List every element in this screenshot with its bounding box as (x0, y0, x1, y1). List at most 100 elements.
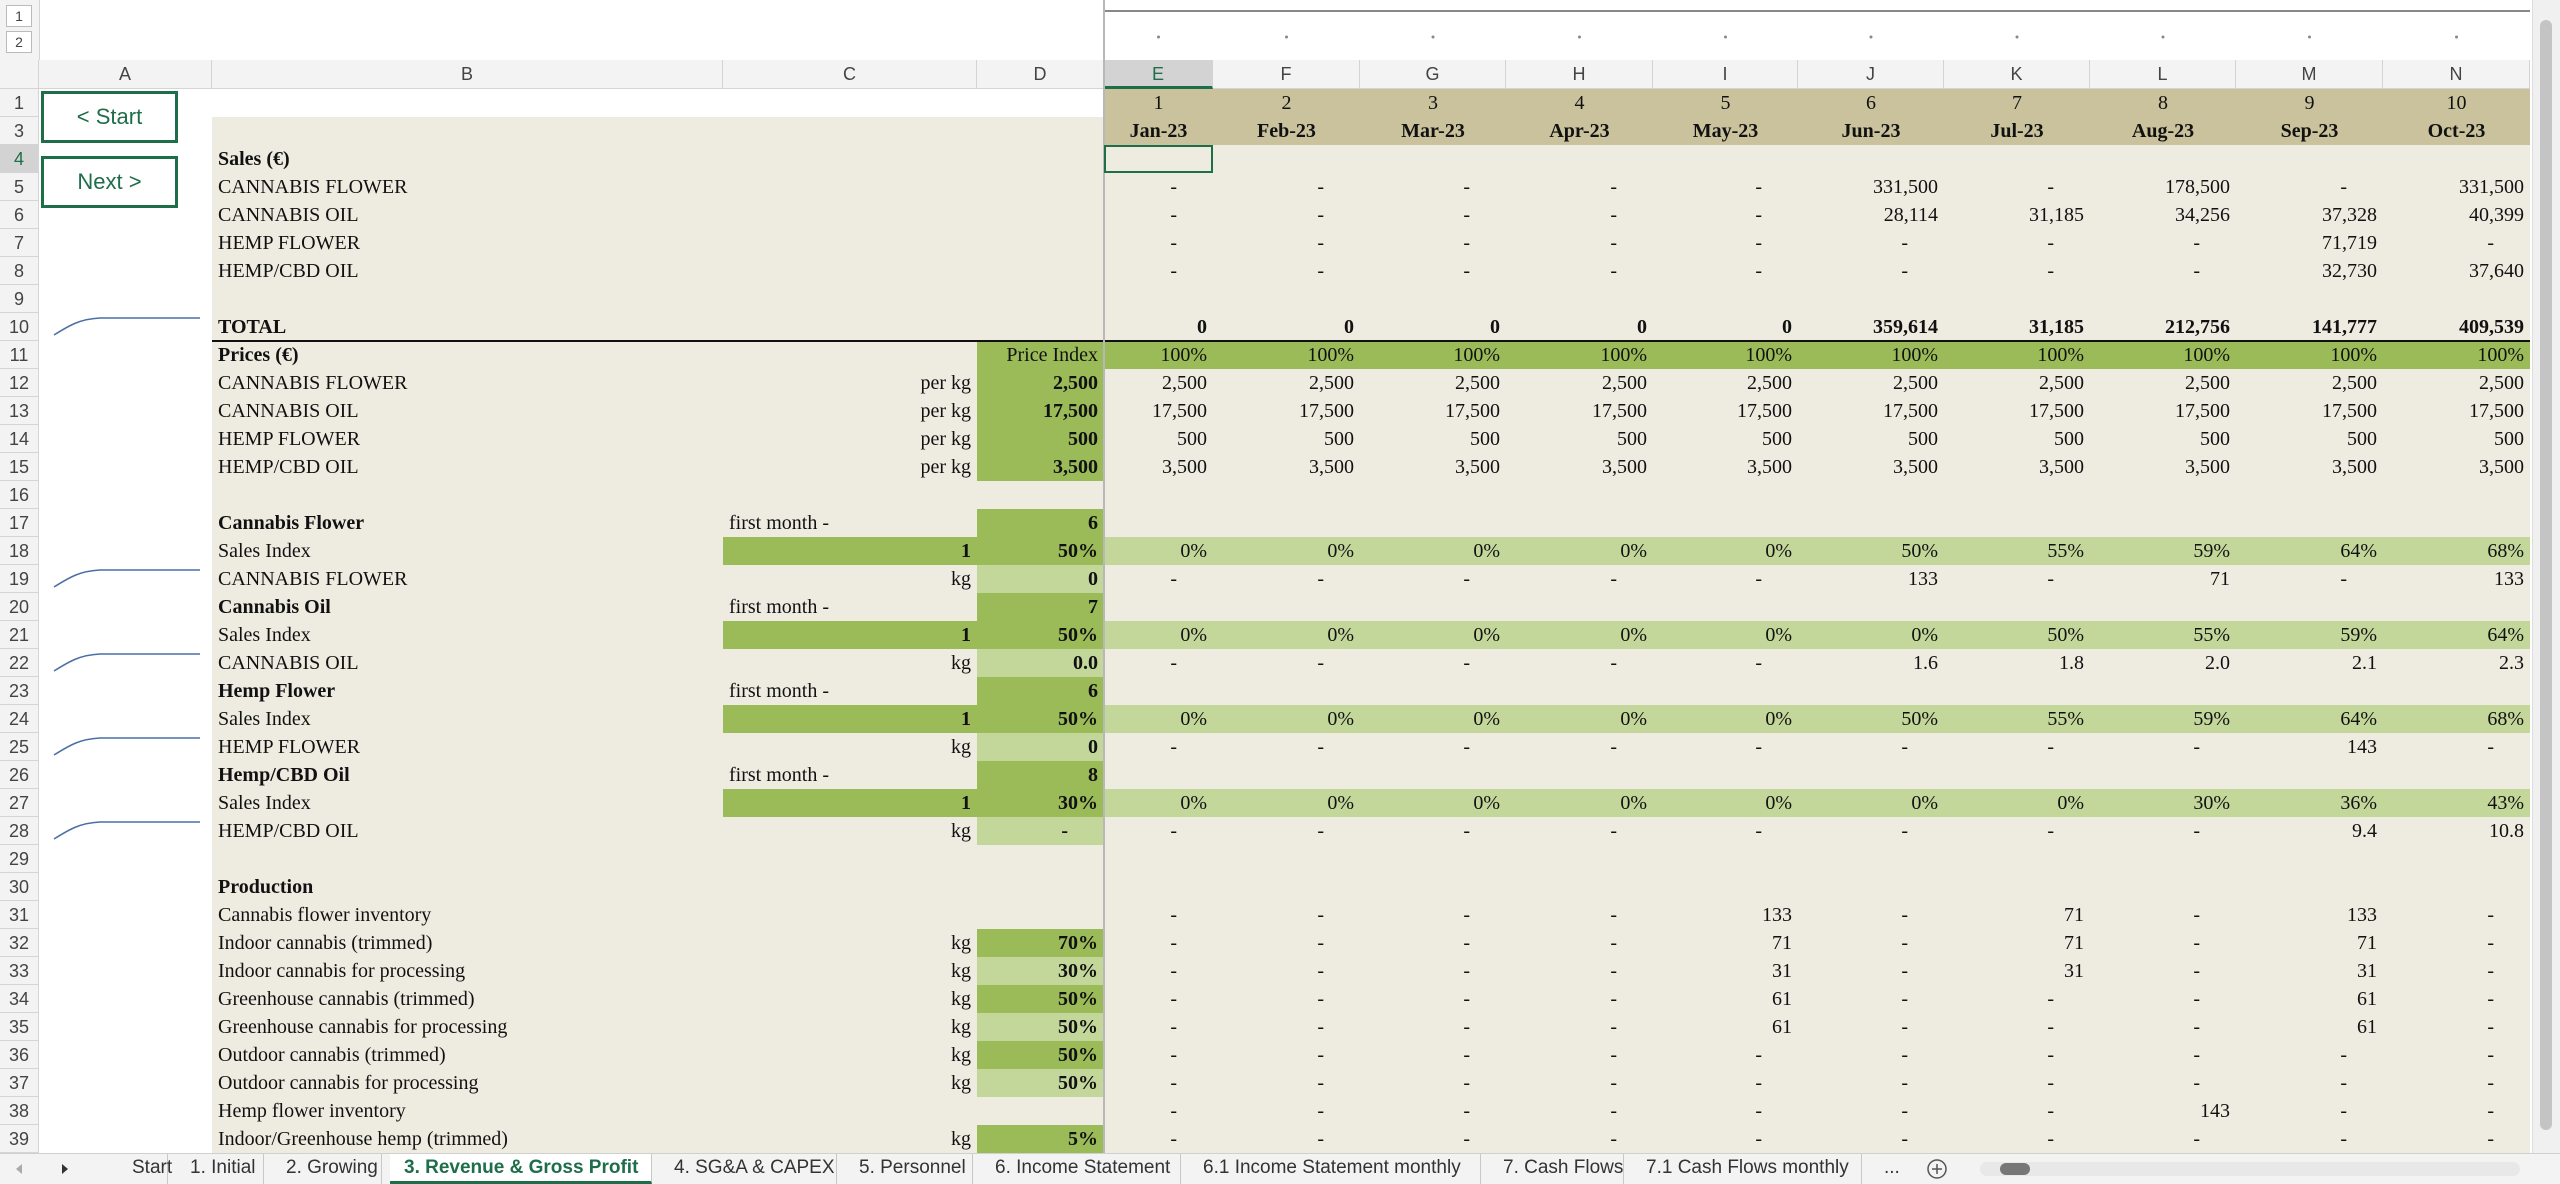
row-header[interactable]: 21 (0, 621, 39, 649)
cell-text[interactable]: - (1360, 173, 1506, 201)
cell[interactable] (723, 341, 977, 369)
cell-text[interactable]: CANNABIS FLOWER (212, 369, 723, 397)
cell[interactable] (1104, 761, 1213, 789)
cell[interactable] (2236, 873, 2383, 901)
cell[interactable] (212, 117, 723, 145)
cell[interactable] (1104, 145, 1213, 173)
row-header[interactable]: 17 (0, 509, 39, 537)
cell-text[interactable]: - (1506, 957, 1653, 985)
cell-text[interactable]: 0% (1653, 789, 1798, 817)
cell-text[interactable]: - (1798, 733, 1944, 761)
cell-text[interactable]: 50% (977, 1041, 1104, 1069)
cell[interactable] (723, 229, 977, 257)
cell-text[interactable]: 50% (1798, 537, 1944, 565)
cell[interactable] (1798, 145, 1944, 173)
row-header[interactable]: 7 (0, 229, 39, 257)
row-header[interactable]: 29 (0, 845, 39, 873)
cell-text[interactable]: - (2383, 985, 2530, 1013)
cell[interactable] (2236, 761, 2383, 789)
cell-text[interactable]: 34,256 (2090, 201, 2236, 229)
cell-text[interactable]: 133 (2383, 565, 2530, 593)
cell-text[interactable]: - (1944, 173, 2090, 201)
cell[interactable] (1360, 145, 1506, 173)
cell-text[interactable]: 17,500 (977, 397, 1104, 425)
sheet-tab[interactable]: 1. Initial (176, 1154, 264, 1184)
cell-text[interactable]: 100% (1798, 341, 1944, 369)
cell-text[interactable]: 71 (1944, 901, 2090, 929)
cell-text[interactable]: 500 (1104, 425, 1213, 453)
cell-text[interactable]: 71,719 (2236, 229, 2383, 257)
cell-text[interactable]: 178,500 (2090, 173, 2236, 201)
cell-text[interactable]: - (1104, 817, 1213, 845)
cell-text[interactable]: Jun-23 (1798, 117, 1944, 145)
cell[interactable] (39, 789, 212, 817)
cell-text[interactable]: kg (723, 817, 977, 845)
cell-text[interactable]: CANNABIS OIL (212, 649, 723, 677)
cell-text[interactable]: - (1360, 1013, 1506, 1041)
cell-text[interactable]: 17,500 (1944, 397, 2090, 425)
cell[interactable] (2236, 509, 2383, 537)
cell-text[interactable]: 43% (2383, 789, 2530, 817)
row-header[interactable]: 32 (0, 929, 39, 957)
cell[interactable] (39, 537, 212, 565)
cell-text[interactable]: CANNABIS OIL (212, 201, 723, 229)
cell-text[interactable]: - (1213, 929, 1360, 957)
cell-text[interactable]: 17,500 (1104, 397, 1213, 425)
cell-text[interactable]: 7 (977, 593, 1104, 621)
cell-text[interactable]: Hemp Flower (212, 677, 723, 705)
cell-text[interactable]: 500 (1213, 425, 1360, 453)
cell-text[interactable]: 2,500 (1944, 369, 2090, 397)
cell-text[interactable]: 0 (1360, 313, 1506, 341)
cell-text[interactable]: 55% (1944, 537, 2090, 565)
cell-text[interactable]: 17,500 (1213, 397, 1360, 425)
cell[interactable] (1506, 593, 1653, 621)
cell-text[interactable]: - (2090, 817, 2236, 845)
cell-text[interactable]: - (1213, 901, 1360, 929)
cell[interactable] (39, 985, 212, 1013)
cell-text[interactable]: Greenhouse cannabis for processing (212, 1013, 723, 1041)
cell-text[interactable]: 71 (1944, 929, 2090, 957)
cell-text[interactable]: 6 (1798, 89, 1944, 117)
cell[interactable] (212, 285, 723, 313)
cell[interactable] (2236, 481, 2383, 509)
row-header[interactable]: 26 (0, 761, 39, 789)
cell-text[interactable]: 500 (1944, 425, 2090, 453)
cell[interactable] (1360, 509, 1506, 537)
cell-text[interactable]: Mar-23 (1360, 117, 1506, 145)
cell-text[interactable]: Sales Index (212, 789, 723, 817)
cell-text[interactable]: 3,500 (1944, 453, 2090, 481)
cell-text[interactable]: 71 (2236, 929, 2383, 957)
cell-text[interactable]: - (2090, 957, 2236, 985)
cell-text[interactable]: 141,777 (2236, 313, 2383, 341)
cell-text[interactable]: 3 (1360, 89, 1506, 117)
row-header[interactable]: 11 (0, 341, 39, 369)
cell-text[interactable]: - (1798, 257, 1944, 285)
cell-text[interactable]: first month - (723, 593, 977, 621)
cell-text[interactable]: 17,500 (1360, 397, 1506, 425)
sheet-tab[interactable]: 4. SG&A & CAPEX (660, 1154, 837, 1184)
cell[interactable] (977, 313, 1104, 341)
row-header[interactable]: 10 (0, 313, 39, 341)
cell[interactable] (39, 341, 212, 369)
cell[interactable] (212, 845, 723, 873)
scrollbar-thumb[interactable] (2540, 20, 2552, 1130)
column-header[interactable]: G (1360, 60, 1506, 89)
cell-text[interactable]: - (1360, 1041, 1506, 1069)
cell[interactable] (1944, 593, 2090, 621)
cell-text[interactable]: 2,500 (1213, 369, 1360, 397)
cell-text[interactable]: per kg (723, 425, 977, 453)
cell-text[interactable]: - (1506, 565, 1653, 593)
cell-text[interactable]: 28,114 (1798, 201, 1944, 229)
cell-text[interactable]: 500 (1653, 425, 1798, 453)
cell[interactable] (39, 873, 212, 901)
cell-text[interactable]: Hemp flower inventory (212, 1097, 723, 1125)
cell[interactable] (723, 313, 977, 341)
cell[interactable] (1653, 481, 1798, 509)
cell[interactable] (39, 845, 212, 873)
cell-text[interactable]: 0% (1213, 705, 1360, 733)
row-header[interactable]: 9 (0, 285, 39, 313)
cell-text[interactable]: 59% (2236, 621, 2383, 649)
cell-text[interactable]: - (1104, 733, 1213, 761)
cell[interactable] (1506, 845, 1653, 873)
cell-text[interactable]: 17,500 (1506, 397, 1653, 425)
